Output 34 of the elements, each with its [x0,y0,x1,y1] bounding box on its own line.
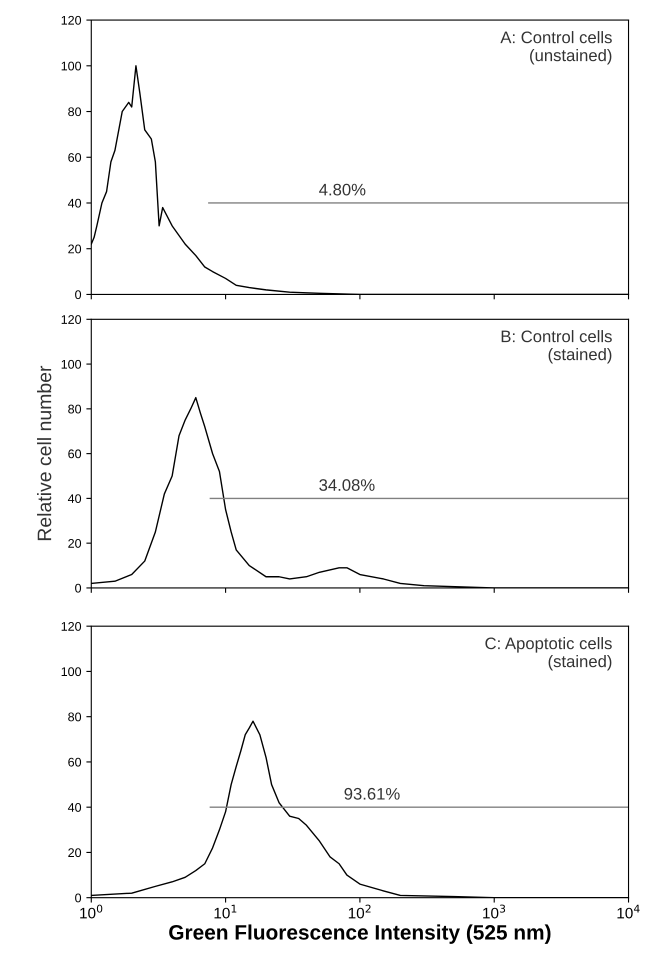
y-tick-label: 60 [68,153,82,162]
annotation: 34.08% [319,479,375,491]
y-tick-label: 80 [68,712,82,722]
x-tick-label: 10$^{0}$ [80,904,102,919]
y-tick-label: 60 [68,449,82,458]
y-tick-label: 20 [68,244,82,254]
y-tick-label: 0 [75,893,82,902]
x-tick-label: 10$^{4}$ [617,904,640,919]
y-tick-label: 40 [68,198,82,208]
y-tick-label: 100 [62,667,82,676]
y-tick-label: 80 [68,107,82,116]
y-tick-label: 40 [68,494,82,504]
annotation: 4.80% [319,184,366,196]
y-tick-label: 0 [75,584,82,593]
annotation: B: Control cells (stained) [502,330,612,364]
y-tick-label: 120 [62,16,82,25]
y-tick-label: 120 [62,622,82,631]
y-tick-label: 100 [62,360,82,369]
x-tick-label: 10$^{1}$ [214,904,236,919]
y-tick-label: 40 [68,802,82,812]
x-axis-title: Green Fluorescence Intensity (525 nm) [169,924,550,944]
annotation: A: Control cells (unstained) [500,31,612,65]
x-tick-label: 10$^{2}$ [348,904,371,919]
y-tick-label: 0 [75,290,82,300]
y-tick-label: 20 [68,848,82,858]
annotation: C: Apoptotic cells (stained) [485,637,612,671]
y-tick-label: 80 [68,404,82,414]
y-tick-label: 60 [68,758,82,767]
x-tick-label: 10$^{3}$ [483,904,506,919]
y-axis-title: Relative cell number [37,366,52,540]
y-tick-label: 20 [68,538,82,548]
y-tick-label: 100 [62,62,82,70]
annotation: 93.61% [344,788,400,800]
y-tick-label: 120 [62,315,82,324]
